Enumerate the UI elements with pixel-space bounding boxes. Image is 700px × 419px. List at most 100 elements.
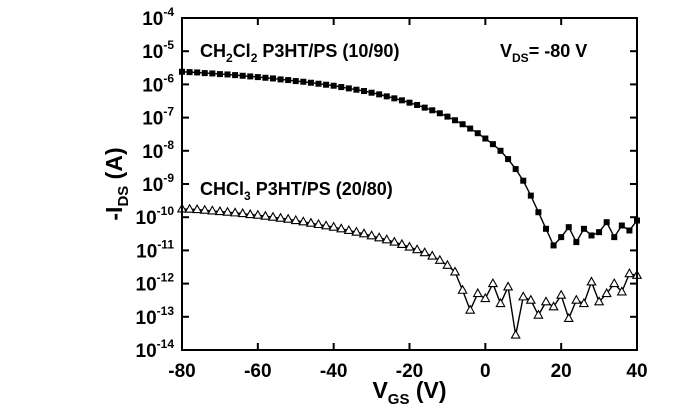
data-point-triangle (358, 228, 370, 238)
series-label-text: CHCl (200, 179, 244, 199)
data-point-square (452, 117, 458, 124)
data-point-triangle (214, 205, 226, 216)
data-point-square (482, 135, 489, 142)
data-point-triangle (502, 281, 514, 291)
data-point-square (573, 239, 580, 246)
series-label-sub: 2 (226, 51, 233, 65)
y-tick-label: 10-5 (142, 38, 174, 63)
data-point-triangle (563, 312, 574, 323)
data-point-square (497, 147, 504, 154)
data-point-triangle (434, 254, 445, 264)
data-point-triangle (465, 304, 476, 314)
data-point-triangle (404, 241, 415, 251)
data-point-triangle (593, 296, 605, 306)
data-point-triangle (442, 259, 453, 269)
data-point-square (444, 113, 451, 120)
data-point-square (436, 110, 443, 117)
data-point-triangle (237, 207, 248, 218)
data-point-triangle (533, 309, 544, 319)
data-point-triangle (601, 287, 612, 298)
data-point-square (300, 78, 307, 85)
data-point-square (292, 78, 299, 85)
data-point-triangle (586, 276, 597, 286)
x-axis-label-unit: (V) (409, 377, 446, 403)
series-label-sub: 2 (251, 51, 258, 65)
data-point-square (345, 85, 352, 92)
data-point-square (239, 72, 246, 79)
data-point-triangle (320, 220, 332, 230)
data-point-triangle (275, 212, 286, 222)
data-point-triangle (336, 223, 347, 233)
x-tick-label: -60 (244, 361, 271, 382)
y-tick-base: 10 (142, 75, 163, 96)
data-point-triangle (222, 206, 233, 216)
data-point-square (330, 82, 337, 89)
data-point-square (565, 224, 572, 231)
data-point-triangle (283, 213, 294, 223)
y-tick-label: 10-8 (142, 138, 174, 163)
data-point-square (618, 222, 625, 229)
data-point-triangle (427, 250, 438, 260)
series-line (181, 71, 638, 247)
data-point-square (596, 229, 603, 236)
y-tick-exponent: -9 (163, 171, 174, 185)
y-axis-label-unit: (A) (101, 147, 127, 185)
series-label-text: P3HT/PS (10/90) (257, 41, 399, 61)
x-axis-label-main: V (372, 377, 388, 403)
data-point-triangle (548, 301, 559, 311)
data-point-square (383, 93, 390, 100)
data-point-square (254, 74, 261, 81)
y-axis-label: -IDS (A) (101, 147, 132, 220)
data-point-triangle (609, 277, 620, 288)
x-tick-label: 20 (551, 361, 572, 382)
y-tick-base: 10 (136, 275, 157, 296)
data-point-triangle (351, 226, 362, 236)
vds-annotation-sub: DS (512, 51, 529, 65)
y-tick-base: 10 (142, 42, 163, 63)
data-point-triangle (396, 238, 408, 248)
data-point-triangle (487, 277, 499, 288)
data-point-square (543, 225, 549, 232)
data-point-triangle (343, 224, 354, 235)
data-point-square (512, 166, 519, 173)
series-label-text: CH (200, 41, 226, 61)
series-label-sub: 3 (244, 189, 251, 203)
data-point-triangle (252, 209, 263, 219)
y-tick-exponent: -13 (157, 304, 175, 318)
data-point-triangle (207, 205, 218, 215)
data-point-square (368, 89, 375, 96)
y-tick-exponent: -14 (157, 337, 175, 351)
data-point-triangle (525, 294, 536, 304)
y-tick-label: 10-11 (136, 237, 174, 262)
data-point-square (262, 74, 269, 81)
series-label: CH2Cl2 P3HT/PS (10/90) (200, 41, 399, 65)
data-point-triangle (472, 287, 483, 298)
data-point-triangle (260, 210, 271, 220)
y-tick-exponent: -8 (163, 138, 174, 152)
data-point-triangle (616, 286, 627, 296)
x-tick-label: -20 (396, 361, 423, 382)
data-point-square (338, 84, 345, 91)
y-tick-exponent: -12 (157, 271, 175, 285)
y-tick-label: 10-4 (142, 5, 174, 30)
data-point-square (558, 234, 565, 241)
y-axis-label-sub: DS (115, 186, 132, 207)
y-tick-exponent: -11 (157, 237, 174, 251)
series-label-text: P3HT/PS (20/80) (251, 179, 393, 199)
data-point-square (247, 73, 254, 80)
data-point-triangle (624, 268, 635, 278)
data-point-square (580, 225, 587, 232)
data-point-triangle (571, 294, 582, 304)
data-point-square (550, 242, 557, 249)
data-point-square (505, 156, 512, 163)
data-point-triangle (457, 284, 468, 294)
series-label-text: Cl (233, 41, 251, 61)
data-point-square (277, 76, 284, 83)
y-tick-base: 10 (136, 341, 157, 362)
y-tick-base: 10 (136, 308, 157, 329)
data-point-square (232, 72, 239, 79)
data-point-triangle (374, 232, 385, 242)
data-point-triangle (578, 297, 590, 308)
data-point-square (603, 219, 610, 226)
